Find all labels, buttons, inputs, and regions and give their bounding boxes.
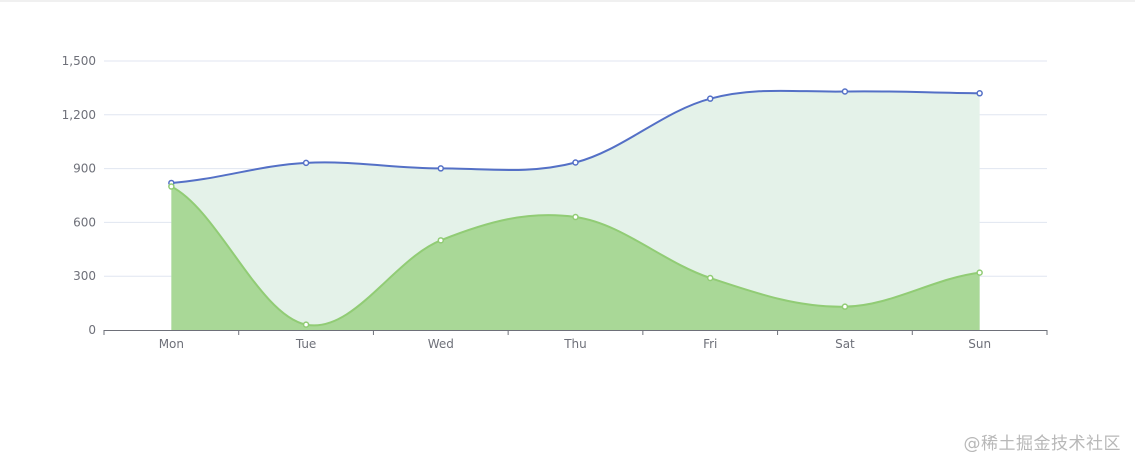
series-1-point: [976, 269, 983, 276]
y-tick-label: 300: [73, 269, 96, 283]
y-tick-label: 1,500: [62, 54, 96, 68]
series-0-point: [302, 159, 310, 167]
series-0-area: [171, 90, 980, 330]
series-0-point: [976, 90, 983, 97]
x-tick-label: Tue: [295, 337, 317, 351]
y-tick-label: 1,200: [62, 108, 96, 122]
top-border: [0, 0, 1135, 2]
series-0-point: [572, 159, 579, 166]
x-tick-label: Thu: [563, 337, 587, 351]
x-tick-label: Mon: [159, 337, 184, 351]
series-1-point: [841, 303, 849, 310]
series-0-point: [437, 165, 445, 172]
series-0-point: [841, 88, 849, 95]
x-tick-label: Wed: [428, 337, 454, 351]
y-tick-label: 600: [73, 215, 96, 229]
series-1-point: [302, 321, 310, 328]
x-tick-label: Sat: [835, 337, 855, 351]
series-1-point: [706, 274, 714, 282]
y-tick-label: 0: [88, 323, 96, 337]
series-1-point: [572, 213, 579, 221]
series-1-point: [168, 183, 175, 190]
x-tick-label: Sun: [968, 337, 991, 351]
y-tick-label: 900: [73, 162, 96, 176]
watermark: @稀土掘金技术社区: [963, 434, 1121, 454]
x-tick-label: Fri: [703, 337, 717, 351]
series-0-point: [706, 95, 714, 102]
series-1-point: [437, 237, 445, 244]
